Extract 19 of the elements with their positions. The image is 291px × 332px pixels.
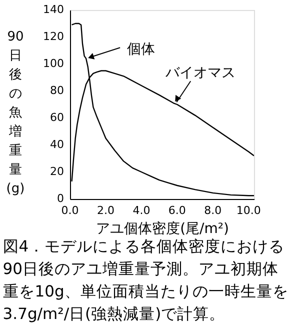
y-tick-label: 120	[43, 30, 64, 43]
y-tick-label: 20	[50, 165, 64, 178]
x-tick-label: 4.0	[132, 204, 150, 217]
x-tick-label: 2.0	[96, 204, 114, 217]
y-tick-label: 140	[43, 3, 64, 16]
caption: 図4．モデルによる各個体密度における90日後のアユ増重量予測。アユ初期体重を10g、単位面積当たりの一時生量を3.7g/m²/日(強熱減量)で計算。	[2, 238, 288, 323]
x-tick-label: 0.0	[61, 204, 79, 217]
text: 90日後の魚増重量(g)	[6, 30, 25, 196]
x-tick-label: 8.0	[204, 204, 222, 217]
y-tick-label: 80	[50, 84, 64, 97]
y-tick-label: 60	[50, 111, 64, 124]
x-tick-label: 10.0	[236, 204, 261, 217]
x-axis-title: アユ個体密度(尾/m²)	[96, 221, 229, 237]
y-tick-label: 100	[43, 57, 64, 70]
x-tick-label: 6.0	[168, 204, 186, 217]
legend-label: 個体	[127, 42, 156, 58]
y-tick-label: 40	[50, 138, 64, 151]
series-label: バイオマス	[164, 65, 236, 82]
y-tick-label: 0	[57, 192, 64, 205]
